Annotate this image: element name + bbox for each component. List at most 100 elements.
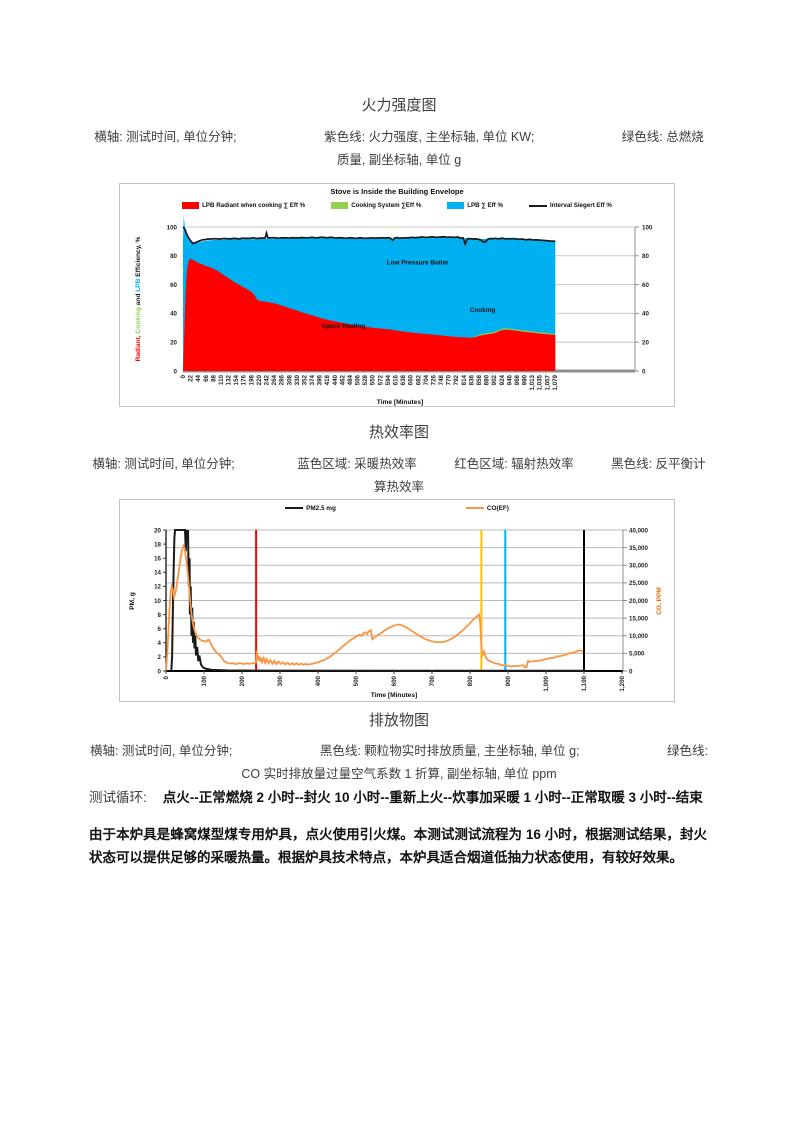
fire-intensity-note: 横轴: 测试时间, 单位分钟; 紫色线: 火力强度, 主坐标轴, 单位 KW; … xyxy=(94,130,704,167)
legend-item: LPB Radiant when cooking ∑ Eff % xyxy=(182,202,305,209)
svg-text:220: 220 xyxy=(256,374,263,385)
legend-item: Interval Siegert Eff % xyxy=(528,202,612,209)
svg-text:242: 242 xyxy=(264,374,271,385)
chart2-plot: 0 5,000 10,000 15,000 20,000 25,000 30,000 35,0… xyxy=(129,527,663,699)
svg-text:638: 638 xyxy=(400,374,407,385)
svg-text:40,000: 40,000 xyxy=(629,527,648,534)
svg-text:132: 132 xyxy=(226,374,233,385)
legend-item: CO(EF) xyxy=(465,504,509,512)
svg-text:8: 8 xyxy=(158,612,162,619)
svg-text:814: 814 xyxy=(461,374,468,385)
svg-text:726: 726 xyxy=(431,374,438,385)
svg-text:Space Heating: Space Heating xyxy=(321,323,365,330)
svg-text:300: 300 xyxy=(277,675,284,686)
svg-text:6: 6 xyxy=(158,626,162,633)
svg-text:924: 924 xyxy=(499,374,506,385)
svg-text:10,000: 10,000 xyxy=(629,633,648,640)
emissions-note: 横轴: 测试时间, 单位分钟; 黑色线: 颗粒物实时排放质量, 主坐标轴, 单位… xyxy=(89,744,709,781)
svg-text:100: 100 xyxy=(167,224,178,231)
svg-text:572: 572 xyxy=(377,374,384,385)
thermal-efficiency-title: 热效率图 xyxy=(368,424,429,441)
svg-text:330: 330 xyxy=(294,374,301,385)
svg-text:80: 80 xyxy=(642,253,649,260)
legend-swatch xyxy=(331,202,349,209)
svg-text:1,000: 1,000 xyxy=(543,675,550,691)
svg-text:Radiant, Cooking and LPB Effic: Radiant, Cooking and LPB Efficiency, % xyxy=(135,236,142,361)
legend-item: LPB ∑ Eff % xyxy=(447,202,503,209)
legend-label: Interval Siegert Eff % xyxy=(549,202,612,209)
svg-text:264: 264 xyxy=(271,374,278,385)
svg-text:200: 200 xyxy=(239,675,246,686)
legend-swatch xyxy=(465,507,484,509)
svg-text:0: 0 xyxy=(158,668,162,675)
svg-text:18: 18 xyxy=(154,541,161,548)
chart2-legend: PM2.5 mg CO(EF) xyxy=(120,500,674,516)
conclusion-paragraph: 由于本炉具是蜂窝煤型煤专用炉具，点火使用引火煤。本测试测试流程为 16 小时，根… xyxy=(89,827,707,865)
svg-text:80: 80 xyxy=(170,253,177,260)
svg-text:418: 418 xyxy=(324,374,331,385)
svg-text:600: 600 xyxy=(391,675,398,686)
content-column: 火力强度图 横轴: 测试时间, 单位分钟; 紫色线: 火力强度, 主坐标轴, 单… xyxy=(89,95,709,869)
svg-text:748: 748 xyxy=(438,374,445,385)
svg-text:990: 990 xyxy=(522,374,529,385)
test-cycle-label: 测试循环: xyxy=(89,790,147,805)
svg-text:374: 374 xyxy=(309,374,316,385)
svg-text:550: 550 xyxy=(370,374,377,385)
svg-text:484: 484 xyxy=(347,374,354,385)
svg-text:40: 40 xyxy=(170,311,177,318)
svg-text:286: 286 xyxy=(279,374,286,385)
svg-text:0: 0 xyxy=(629,668,633,675)
legend-label: CO(EF) xyxy=(486,504,509,512)
svg-text:1,200: 1,200 xyxy=(619,675,626,691)
svg-text:308: 308 xyxy=(286,374,293,385)
svg-text:946: 946 xyxy=(506,374,513,385)
svg-text:100: 100 xyxy=(642,224,653,231)
svg-text:660: 660 xyxy=(408,374,415,385)
svg-text:0: 0 xyxy=(642,368,646,375)
svg-text:Low Pressure Boiler: Low Pressure Boiler xyxy=(387,259,449,266)
svg-text:682: 682 xyxy=(415,374,422,385)
svg-text:Time [Minutes]: Time [Minutes] xyxy=(371,692,417,699)
fire-intensity-title: 火力强度图 xyxy=(361,97,437,114)
svg-text:616: 616 xyxy=(393,374,400,385)
svg-text:198: 198 xyxy=(248,374,255,385)
svg-text:25,000: 25,000 xyxy=(629,580,648,587)
svg-text:66: 66 xyxy=(203,374,210,381)
svg-text:20,000: 20,000 xyxy=(629,598,648,605)
svg-text:0: 0 xyxy=(180,374,187,378)
svg-text:770: 770 xyxy=(446,374,453,385)
svg-text:792: 792 xyxy=(453,374,460,385)
svg-text:1,057: 1,057 xyxy=(544,374,551,390)
efficiency-stacked-chart: Stove is Inside the Building Envelope LP… xyxy=(119,183,675,407)
legend-label: LPB Radiant when cooking ∑ Eff % xyxy=(202,202,306,209)
svg-text:500: 500 xyxy=(353,675,360,686)
svg-text:60: 60 xyxy=(170,282,177,289)
svg-text:44: 44 xyxy=(195,374,202,381)
svg-text:594: 594 xyxy=(385,374,392,385)
svg-text:20: 20 xyxy=(154,527,161,534)
legend-swatch xyxy=(447,202,465,209)
svg-text:1,100: 1,100 xyxy=(581,675,588,691)
svg-text:5,000: 5,000 xyxy=(629,651,645,658)
svg-text:88: 88 xyxy=(210,374,217,381)
svg-text:700: 700 xyxy=(429,675,436,686)
svg-text:506: 506 xyxy=(355,374,362,385)
svg-text:0: 0 xyxy=(163,675,170,679)
emissions-title: 排放物图 xyxy=(368,712,429,729)
test-cycle-text: 点火--正常燃烧 2 小时--封火 10 小时--重新上火--炊事加采暖 1 小… xyxy=(162,790,703,805)
chart1-title: Stove is Inside the Building Envelope xyxy=(330,187,464,196)
svg-text:154: 154 xyxy=(233,374,240,385)
svg-text:30,000: 30,000 xyxy=(629,563,648,570)
svg-text:902: 902 xyxy=(491,374,498,385)
svg-text:440: 440 xyxy=(332,374,339,385)
svg-text:Cooking: Cooking xyxy=(470,307,496,314)
svg-text:14: 14 xyxy=(154,570,161,577)
svg-text:22: 22 xyxy=(188,374,195,381)
svg-text:40: 40 xyxy=(642,311,649,318)
svg-text:800: 800 xyxy=(467,675,474,686)
svg-text:400: 400 xyxy=(315,675,322,686)
svg-text:110: 110 xyxy=(218,374,225,385)
svg-text:880: 880 xyxy=(484,374,491,385)
svg-text:858: 858 xyxy=(476,374,483,385)
svg-text:462: 462 xyxy=(339,374,346,385)
